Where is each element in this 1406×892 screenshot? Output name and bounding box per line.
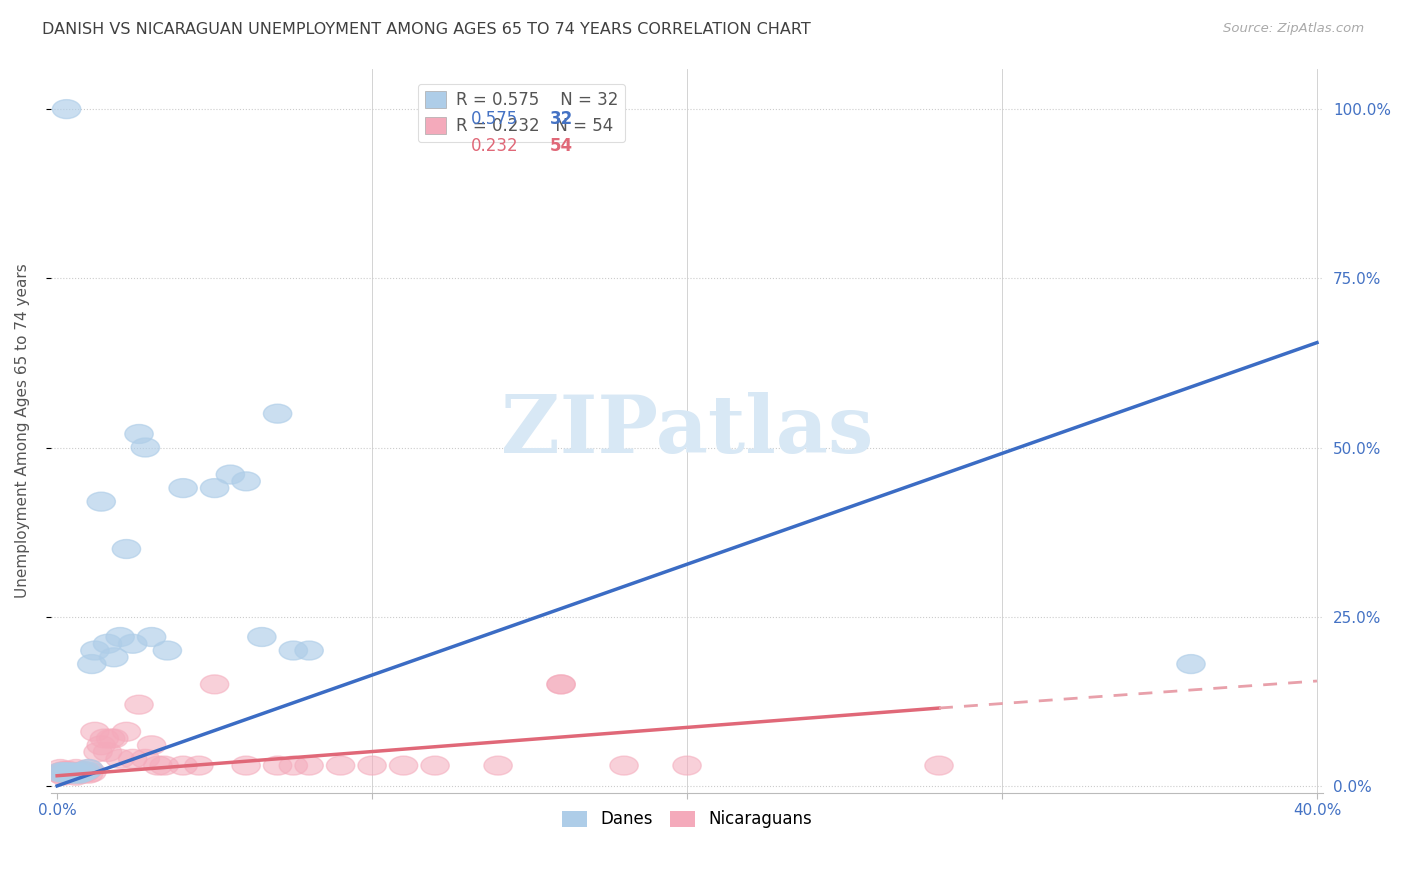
Ellipse shape	[75, 759, 103, 779]
Ellipse shape	[56, 763, 84, 781]
Y-axis label: Unemployment Among Ages 65 to 74 years: Unemployment Among Ages 65 to 74 years	[15, 263, 30, 598]
Ellipse shape	[131, 749, 159, 768]
Ellipse shape	[280, 756, 308, 775]
Ellipse shape	[263, 756, 292, 775]
Ellipse shape	[112, 540, 141, 558]
Ellipse shape	[389, 756, 418, 775]
Ellipse shape	[72, 762, 100, 780]
Ellipse shape	[49, 763, 77, 781]
Ellipse shape	[143, 756, 172, 775]
Ellipse shape	[420, 756, 450, 775]
Ellipse shape	[610, 756, 638, 775]
Ellipse shape	[49, 762, 77, 780]
Ellipse shape	[93, 634, 122, 653]
Ellipse shape	[169, 479, 197, 498]
Ellipse shape	[118, 749, 146, 768]
Ellipse shape	[263, 404, 292, 423]
Ellipse shape	[295, 641, 323, 660]
Ellipse shape	[138, 736, 166, 755]
Ellipse shape	[65, 763, 93, 781]
Ellipse shape	[56, 764, 84, 783]
Ellipse shape	[77, 655, 105, 673]
Ellipse shape	[93, 742, 122, 762]
Ellipse shape	[547, 675, 575, 694]
Ellipse shape	[84, 742, 112, 762]
Ellipse shape	[75, 764, 103, 783]
Ellipse shape	[100, 648, 128, 667]
Ellipse shape	[150, 756, 179, 775]
Text: 0.232: 0.232	[471, 137, 519, 155]
Ellipse shape	[52, 762, 80, 780]
Ellipse shape	[67, 764, 97, 783]
Ellipse shape	[49, 766, 77, 785]
Ellipse shape	[65, 764, 93, 783]
Ellipse shape	[59, 764, 87, 783]
Ellipse shape	[247, 628, 276, 647]
Text: 54: 54	[550, 137, 572, 155]
Ellipse shape	[201, 479, 229, 498]
Ellipse shape	[46, 764, 75, 783]
Ellipse shape	[67, 763, 97, 781]
Ellipse shape	[52, 763, 80, 781]
Ellipse shape	[87, 492, 115, 511]
Ellipse shape	[59, 764, 87, 783]
Ellipse shape	[295, 756, 323, 775]
Legend: Danes, Nicaraguans: Danes, Nicaraguans	[555, 804, 818, 835]
Text: 32: 32	[550, 111, 572, 128]
Ellipse shape	[359, 756, 387, 775]
Ellipse shape	[80, 723, 110, 741]
Ellipse shape	[62, 766, 90, 785]
Ellipse shape	[125, 425, 153, 443]
Ellipse shape	[112, 723, 141, 741]
Ellipse shape	[105, 749, 135, 768]
Ellipse shape	[484, 756, 512, 775]
Ellipse shape	[105, 628, 135, 647]
Ellipse shape	[326, 756, 354, 775]
Ellipse shape	[925, 756, 953, 775]
Ellipse shape	[280, 641, 308, 660]
Ellipse shape	[97, 729, 125, 748]
Ellipse shape	[77, 763, 105, 781]
Ellipse shape	[46, 763, 75, 781]
Ellipse shape	[673, 756, 702, 775]
Ellipse shape	[184, 756, 214, 775]
Ellipse shape	[169, 756, 197, 775]
Ellipse shape	[65, 764, 93, 783]
Ellipse shape	[232, 756, 260, 775]
Ellipse shape	[62, 759, 90, 779]
Ellipse shape	[232, 472, 260, 491]
Ellipse shape	[1177, 655, 1205, 673]
Ellipse shape	[547, 675, 575, 694]
Ellipse shape	[67, 762, 97, 780]
Ellipse shape	[118, 634, 146, 653]
Text: DANISH VS NICARAGUAN UNEMPLOYMENT AMONG AGES 65 TO 74 YEARS CORRELATION CHART: DANISH VS NICARAGUAN UNEMPLOYMENT AMONG …	[42, 22, 811, 37]
Ellipse shape	[217, 465, 245, 484]
Ellipse shape	[52, 763, 80, 781]
Ellipse shape	[52, 100, 80, 119]
Ellipse shape	[90, 729, 118, 748]
Ellipse shape	[138, 628, 166, 647]
Ellipse shape	[59, 763, 87, 781]
Ellipse shape	[72, 763, 100, 781]
Ellipse shape	[49, 763, 77, 781]
Text: ZIPatlas: ZIPatlas	[501, 392, 873, 469]
Ellipse shape	[131, 438, 159, 457]
Ellipse shape	[100, 729, 128, 748]
Ellipse shape	[87, 736, 115, 755]
Ellipse shape	[75, 759, 103, 779]
Ellipse shape	[153, 641, 181, 660]
Ellipse shape	[56, 762, 84, 780]
Ellipse shape	[46, 763, 75, 781]
Text: Source: ZipAtlas.com: Source: ZipAtlas.com	[1223, 22, 1364, 36]
Ellipse shape	[80, 641, 110, 660]
Ellipse shape	[62, 763, 90, 781]
Text: 0.575: 0.575	[471, 111, 517, 128]
Ellipse shape	[46, 759, 75, 779]
Ellipse shape	[201, 675, 229, 694]
Ellipse shape	[125, 695, 153, 714]
